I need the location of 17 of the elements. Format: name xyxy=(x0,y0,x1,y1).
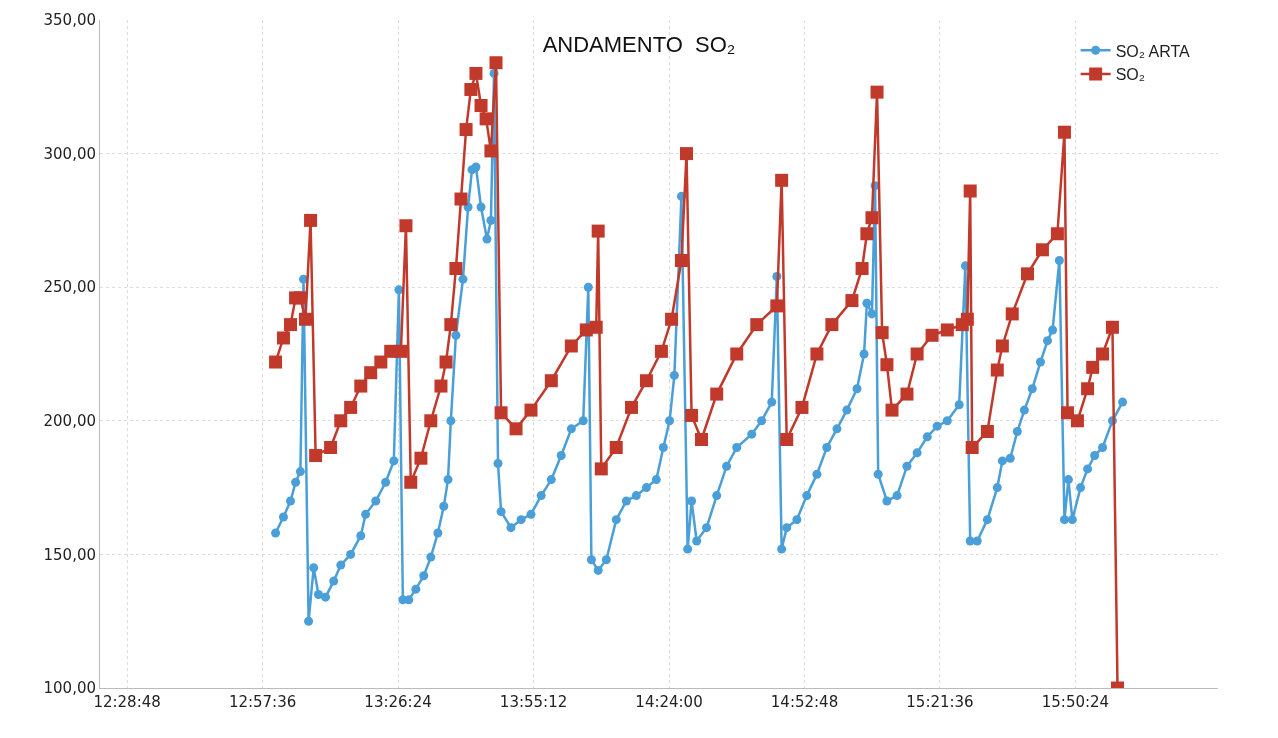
y-tick-label: 150,00 xyxy=(43,545,96,564)
x-tick-label: 14:24:00 xyxy=(635,693,703,711)
x-tick-label: 14:52:48 xyxy=(770,693,839,711)
x-tick-label: 15:21:36 xyxy=(906,693,974,711)
y-tick-label: 300,00 xyxy=(43,144,96,163)
x-tick-label: 13:55:12 xyxy=(499,693,568,711)
y-tick-label: 100,00 xyxy=(43,679,96,698)
x-tick-label: 15:50:24 xyxy=(1041,693,1110,711)
y-tick-label: 350,00 xyxy=(43,11,96,30)
legend-label: SO₂ ARTA xyxy=(1115,42,1191,60)
y-tick-label: 250,00 xyxy=(43,278,96,297)
x-tick-label: 12:28:48 xyxy=(93,693,161,711)
text: ANDAMENTO SO₂ xyxy=(542,32,736,58)
x-tick-label: 12:57:36 xyxy=(228,693,297,711)
x-tick-label: 13:26:24 xyxy=(364,693,432,711)
y-tick-label: 200,00 xyxy=(43,412,96,431)
legend-label: SO₂ xyxy=(1115,66,1145,84)
